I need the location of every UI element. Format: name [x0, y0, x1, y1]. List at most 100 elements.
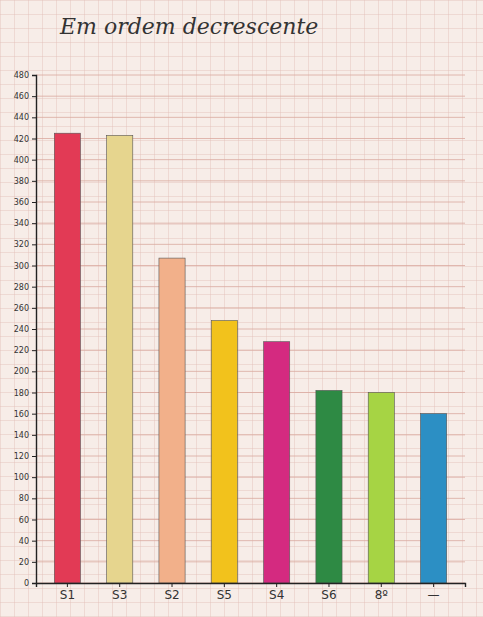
y-tick-mark — [32, 244, 36, 245]
y-tick: 360 — [14, 198, 36, 207]
grid-line — [36, 138, 465, 139]
x-tick-mark — [276, 583, 277, 587]
x-tick-label: S4 — [269, 588, 284, 602]
bar — [316, 390, 342, 583]
y-tick: 160 — [14, 410, 36, 419]
grid-line — [36, 477, 465, 478]
y-tick: 120 — [14, 452, 36, 461]
y-tick-label: 280 — [14, 283, 29, 292]
y-tick: 480 — [14, 71, 36, 80]
y-tick-mark — [32, 75, 36, 76]
y-tick-label: 260 — [14, 304, 29, 313]
y-tick-label: 400 — [14, 156, 29, 165]
grid-line — [36, 371, 465, 372]
y-tick: 400 — [14, 156, 36, 165]
y-tick-mark — [32, 160, 36, 161]
grid-line — [36, 456, 465, 457]
y-tick: 420 — [14, 135, 36, 144]
title: Em ordem decrescente — [59, 14, 318, 39]
x-tick: S3 — [112, 583, 127, 602]
y-tick-mark — [32, 541, 36, 542]
bar — [159, 258, 185, 583]
y-tick: 340 — [14, 219, 36, 228]
y-tick-mark — [32, 520, 36, 521]
y-tick-label: 20 — [19, 558, 29, 567]
x-tick: S6 — [321, 583, 336, 602]
x-tick-label: S6 — [321, 588, 336, 602]
y-tick: 80 — [19, 494, 36, 503]
y-tick-label: 360 — [14, 198, 29, 207]
grid — [36, 75, 465, 583]
x-tick: — — [428, 583, 440, 602]
y-tick: 100 — [14, 473, 36, 482]
y-tick: 240 — [14, 325, 36, 334]
y-tick-mark — [32, 181, 36, 182]
y-tick-label: 140 — [14, 431, 29, 440]
x-tick-label: S5 — [217, 588, 232, 602]
y-tick-mark — [32, 139, 36, 140]
x-tick-label: — — [428, 588, 440, 602]
paper-background — [0, 0, 483, 617]
y-axis-line — [32, 76, 37, 584]
y-tick: 300 — [14, 262, 36, 271]
grid-line — [36, 540, 465, 541]
y-tick-label: 460 — [14, 92, 29, 101]
grid-line — [36, 392, 465, 393]
y-tick-mark — [32, 308, 36, 309]
y-tick: 20 — [19, 558, 36, 567]
y-tick-label: 220 — [14, 346, 29, 355]
grid-line — [36, 434, 465, 435]
y-tick-mark — [32, 371, 36, 372]
y-tick-label: 420 — [14, 135, 29, 144]
x-tick-label: S2 — [164, 588, 179, 602]
y-tick: 220 — [14, 346, 36, 355]
y-tick-label: 40 — [19, 537, 29, 546]
grid-line — [36, 96, 465, 97]
y-tick-label: 180 — [14, 389, 29, 398]
y-tick: 140 — [14, 431, 36, 440]
y-tick-mark — [32, 350, 36, 351]
y-tick-label: 320 — [14, 240, 29, 249]
grid-line — [36, 307, 465, 308]
y-tick-mark — [32, 498, 36, 499]
y-tick-label: 160 — [14, 410, 29, 419]
y-tick: 60 — [19, 516, 36, 525]
x-axis-line — [37, 584, 466, 588]
x-tick-label: S3 — [112, 588, 127, 602]
y-tick-mark — [32, 414, 36, 415]
y-tick-label: 380 — [14, 177, 29, 186]
bar — [264, 342, 290, 583]
x-tick: S1 — [60, 583, 75, 602]
y-tick-label: 480 — [14, 71, 29, 80]
y-tick-label: 120 — [14, 452, 29, 461]
grid-line — [36, 329, 465, 330]
plot: 0204060801001201401601802002202402602803… — [14, 71, 466, 601]
x-axis: S1 S3 S2 S5 S4 S6 8º — — [37, 583, 466, 602]
y-tick-mark — [32, 393, 36, 394]
x-tick-mark — [381, 583, 382, 587]
y-tick-mark — [32, 266, 36, 267]
grid-line — [36, 286, 465, 287]
grid-line — [36, 75, 465, 76]
y-tick-mark — [32, 329, 36, 330]
grid-line — [36, 180, 465, 181]
grid-line — [36, 519, 465, 520]
y-tick: 40 — [19, 537, 36, 546]
bar — [107, 135, 133, 583]
y-tick: 260 — [14, 304, 36, 313]
grid-line — [36, 244, 465, 245]
y-tick-mark — [32, 96, 36, 97]
grid-line — [36, 202, 465, 203]
y-tick-label: 340 — [14, 219, 29, 228]
x-tick: S5 — [217, 583, 232, 602]
grid-line — [36, 159, 465, 160]
x-tick-mark — [224, 583, 225, 587]
y-tick: 460 — [14, 92, 36, 101]
grid-line — [36, 265, 465, 266]
x-tick-mark — [328, 583, 329, 587]
x-tick: 8º — [375, 583, 389, 602]
x-tick-mark — [172, 583, 173, 587]
bar — [54, 133, 80, 583]
y-axis: 0204060801001201401601802002202402602803… — [14, 71, 37, 588]
x-tick-label: 8º — [375, 588, 389, 602]
